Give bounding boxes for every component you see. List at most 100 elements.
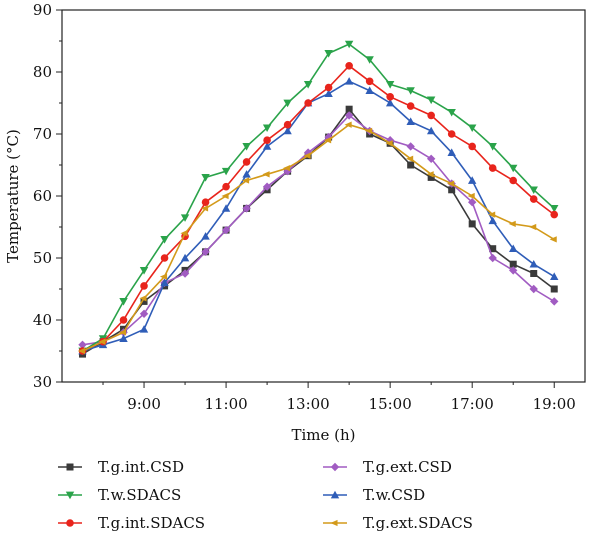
- data-point: [262, 171, 270, 178]
- y-tick-label: 60: [33, 187, 52, 205]
- data-point: [488, 143, 497, 151]
- legend-swatch-marker: [330, 490, 340, 499]
- data-point: [488, 253, 497, 263]
- data-point: [344, 121, 352, 128]
- data-point: [467, 124, 477, 132]
- data-point: [139, 309, 149, 318]
- legend-swatch-marker: [330, 462, 340, 472]
- data-point: [221, 204, 231, 212]
- legend-swatch-marker: [65, 491, 75, 500]
- data-point: [406, 117, 415, 125]
- x-tick-label: 19:00: [533, 395, 576, 413]
- data-point: [447, 108, 456, 117]
- data-point: [201, 174, 210, 182]
- data-point: [549, 236, 557, 243]
- y-tick-label: 50: [33, 249, 52, 267]
- data-point: [118, 329, 127, 336]
- data-point: [509, 244, 518, 253]
- series-T.g.int.CSD: [79, 105, 558, 358]
- legend-label: T.w.SDACS: [98, 486, 181, 504]
- plot-frame: [61, 9, 586, 383]
- data-point: [139, 325, 149, 333]
- data-point: [468, 142, 476, 151]
- data-point: [406, 87, 415, 95]
- data-point: [509, 176, 518, 185]
- data-point: [303, 152, 311, 159]
- legend-item: T.g.ext.SDACS: [323, 514, 473, 532]
- data-point: [426, 154, 436, 163]
- legend-swatch-marker: [66, 519, 74, 527]
- y-tick-label: 70: [33, 125, 52, 143]
- data-point: [407, 161, 415, 169]
- data-point: [160, 254, 169, 262]
- series-line: [82, 65, 555, 352]
- data-point: [139, 295, 147, 302]
- legend-label: T.g.int.SDACS: [98, 514, 205, 532]
- series-line: [82, 43, 555, 352]
- data-point: [509, 266, 518, 275]
- data-point: [529, 195, 538, 203]
- data-point: [344, 77, 354, 85]
- data-point: [77, 347, 86, 355]
- data-point: [406, 155, 414, 162]
- data-point: [427, 111, 435, 120]
- data-point: [180, 253, 190, 262]
- data-point: [365, 56, 374, 64]
- data-point: [345, 62, 353, 70]
- data-point: [160, 236, 169, 244]
- x-tick-label: 15:00: [369, 395, 412, 413]
- data-point: [242, 170, 251, 178]
- data-point: [221, 167, 231, 176]
- data-point: [139, 267, 149, 275]
- legend-item: T.g.int.SDACS: [58, 514, 205, 532]
- data-point: [488, 164, 497, 172]
- x-tick-label: 9:00: [127, 395, 161, 413]
- legend-label: T.g.int.CSD: [98, 458, 184, 476]
- series-T.w.CSD: [78, 77, 559, 355]
- data-point: [406, 142, 415, 151]
- data-point: [365, 86, 374, 94]
- data-point: [426, 96, 436, 105]
- data-point: [283, 120, 292, 129]
- data-point: [406, 102, 415, 110]
- series-T.g.ext.SDACS: [77, 121, 557, 355]
- data-point: [447, 130, 456, 138]
- legend-swatch-marker: [66, 463, 74, 471]
- data-point: [119, 334, 128, 342]
- y-tick-label: 80: [33, 63, 52, 81]
- data-point: [488, 211, 496, 218]
- series-T.g.int.SDACS: [78, 62, 559, 355]
- data-point: [180, 269, 190, 278]
- data-point: [324, 137, 332, 144]
- series-line: [82, 80, 555, 352]
- data-point: [448, 186, 456, 194]
- data-point: [201, 247, 210, 256]
- legend-item: T.w.SDACS: [58, 486, 181, 504]
- data-point: [242, 143, 251, 151]
- data-point: [385, 98, 395, 107]
- series-T.w.SDACS: [78, 40, 559, 356]
- data-point: [385, 81, 395, 89]
- data-point: [447, 180, 455, 187]
- data-point: [140, 282, 148, 290]
- data-point: [467, 198, 477, 207]
- data-point: [344, 40, 354, 49]
- data-point: [529, 223, 537, 231]
- legend-label: T.g.ext.SDACS: [363, 514, 473, 532]
- legend: T.g.int.CSD T.g.ext.CSD T.w.SDACS T.w.CSD T.…: [58, 458, 473, 532]
- data-point: [529, 260, 538, 268]
- data-point: [509, 164, 518, 173]
- data-point: [550, 285, 558, 293]
- data-point: [78, 340, 87, 349]
- legend-swatch-marker: [330, 519, 338, 527]
- data-point: [283, 99, 292, 108]
- data-point: [241, 177, 250, 184]
- data-point: [242, 204, 251, 213]
- y-tick-label: 40: [33, 311, 52, 329]
- data-point: [447, 148, 456, 156]
- legend-item: T.g.int.CSD: [58, 458, 184, 476]
- legend-item: T.w.CSD: [323, 486, 425, 504]
- data-point: [262, 142, 272, 150]
- data-point: [324, 50, 333, 58]
